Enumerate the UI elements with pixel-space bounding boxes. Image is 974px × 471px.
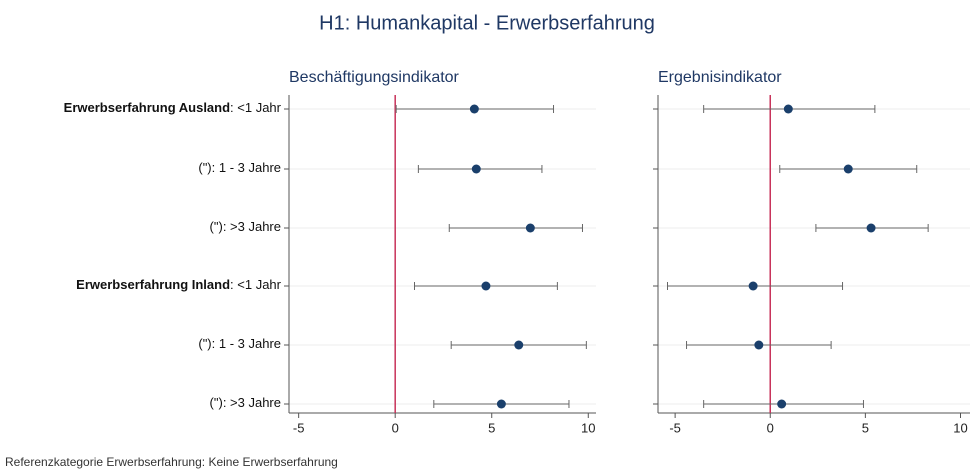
point	[481, 281, 491, 291]
point	[496, 399, 506, 409]
y-tick-label: ("): 1 - 3 Jahre	[198, 336, 281, 351]
point	[748, 281, 758, 291]
label-text: ("): 1 - 3 Jahre	[198, 160, 281, 175]
x-tick-label: 10	[581, 420, 595, 435]
label-bold: Erwerbserfahrung Inland	[76, 277, 230, 292]
point	[514, 340, 524, 350]
point	[866, 223, 876, 233]
x-tick-label: -5	[293, 420, 305, 435]
y-tick-label: ("): >3 Jahre	[210, 395, 281, 410]
x-tick-label: 0	[767, 420, 774, 435]
label-text: ("): 1 - 3 Jahre	[198, 336, 281, 351]
label-text: ("): >3 Jahre	[210, 219, 281, 234]
y-tick-label: ("): 1 - 3 Jahre	[198, 160, 281, 175]
point	[525, 223, 535, 233]
panel-title: Beschäftigungsindikator	[289, 69, 460, 86]
label-text: ("): >3 Jahre	[210, 395, 281, 410]
point	[843, 164, 853, 174]
panel-title: Ergebnisindikator	[658, 69, 782, 86]
point	[469, 104, 479, 114]
x-tick-label: 0	[392, 420, 399, 435]
label-text: : <1 Jahr	[230, 100, 282, 115]
point	[471, 164, 481, 174]
x-tick-label: 10	[953, 420, 967, 435]
x-tick-label: 5	[862, 420, 869, 435]
label-bold: Erwerbserfahrung Ausland	[64, 100, 230, 115]
y-tick-label: Erwerbserfahrung Inland: <1 Jahr	[76, 277, 281, 292]
footnote: Referenzkategorie Erwerbserfahrung: Kein…	[5, 455, 338, 469]
point	[754, 340, 764, 350]
x-tick-label: 5	[488, 420, 495, 435]
x-tick-label: -5	[669, 420, 681, 435]
y-tick-label: ("): >3 Jahre	[210, 219, 281, 234]
label-text: : <1 Jahr	[230, 277, 282, 292]
point	[777, 399, 787, 409]
y-tick-label: Erwerbserfahrung Ausland: <1 Jahr	[64, 100, 282, 115]
point	[783, 104, 793, 114]
chart-title: H1: Humankapital - Erwerbserfahrung	[319, 12, 655, 34]
